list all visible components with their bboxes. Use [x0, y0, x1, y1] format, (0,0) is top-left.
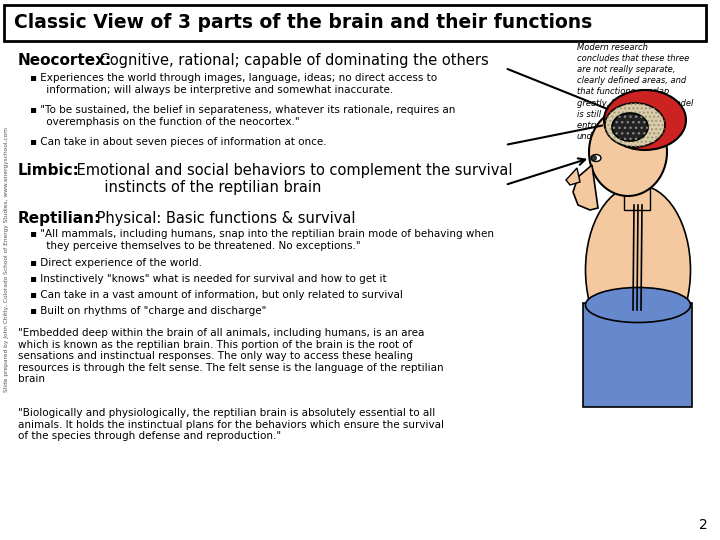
Polygon shape [566, 168, 580, 185]
Ellipse shape [589, 108, 667, 196]
FancyBboxPatch shape [4, 5, 706, 41]
Text: ▪ "To be sustained, the belief in separateness, whatever its rationale, requires: ▪ "To be sustained, the belief in separa… [30, 105, 455, 126]
Text: ▪ Can take in about seven pieces of information at once.: ▪ Can take in about seven pieces of info… [30, 137, 327, 147]
Text: Physical: Basic functions & survival: Physical: Basic functions & survival [92, 211, 356, 226]
Text: ▪ Instinctively "knows" what is needed for survival and how to get it: ▪ Instinctively "knows" what is needed f… [30, 274, 387, 284]
Text: Modern research
concludes that these three
are not really separate,
clearly defi: Modern research concludes that these thr… [577, 43, 693, 141]
Text: "Embedded deep within the brain of all animals, including humans, is an area
whi: "Embedded deep within the brain of all a… [18, 328, 444, 384]
Ellipse shape [585, 185, 690, 355]
Text: ▪ Direct experience of the world.: ▪ Direct experience of the world. [30, 258, 202, 268]
Text: Neocortex:: Neocortex: [18, 53, 112, 68]
Text: ▪ Built on rhythms of "charge and discharge": ▪ Built on rhythms of "charge and discha… [30, 306, 266, 316]
Ellipse shape [612, 113, 648, 141]
Ellipse shape [591, 154, 601, 161]
FancyBboxPatch shape [624, 172, 650, 210]
Text: Limbic:: Limbic: [18, 163, 80, 178]
Text: ▪ Experiences the world through images, language, ideas; no direct access to
   : ▪ Experiences the world through images, … [30, 73, 437, 94]
Ellipse shape [655, 151, 665, 165]
Text: Classic View of 3 parts of the brain and their functions: Classic View of 3 parts of the brain and… [14, 14, 593, 32]
Text: 2: 2 [699, 518, 708, 532]
Text: Cognitive, rational; capable of dominating the others: Cognitive, rational; capable of dominati… [95, 53, 489, 68]
Text: Emotional and social behaviors to complement the survival
       instincts of th: Emotional and social behaviors to comple… [72, 163, 513, 195]
Ellipse shape [605, 103, 665, 147]
Text: ▪ Can take in a vast amount of information, but only related to survival: ▪ Can take in a vast amount of informati… [30, 290, 403, 300]
Ellipse shape [604, 90, 686, 150]
Ellipse shape [592, 156, 596, 160]
Ellipse shape [585, 287, 690, 322]
Polygon shape [573, 165, 598, 210]
Text: ▪ "All mammals, including humans, snap into the reptilian brain mode of behaving: ▪ "All mammals, including humans, snap i… [30, 229, 494, 251]
FancyBboxPatch shape [583, 303, 692, 407]
Text: Reptilian:: Reptilian: [18, 211, 102, 226]
Text: "Biologically and physiologically, the reptilian brain is absolutely essential t: "Biologically and physiologically, the r… [18, 408, 444, 441]
Text: Slide prepared by John Chitty, Colorado School of Energy Studies, www.energyscho: Slide prepared by John Chitty, Colorado … [4, 127, 9, 393]
